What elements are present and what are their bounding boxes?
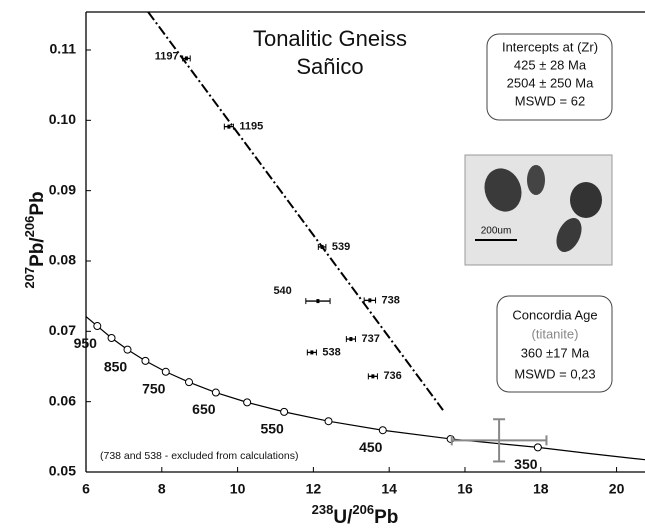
- chart-title: Tonalitic Gneiss: [253, 26, 407, 51]
- box-text: MSWD = 62: [515, 93, 585, 108]
- point-label: 738: [382, 294, 400, 306]
- axis-label-element: U/: [333, 507, 353, 528]
- age-label: 550: [260, 421, 284, 437]
- x-tick-label: 16: [457, 481, 473, 497]
- age-label: 650: [192, 401, 216, 417]
- y-tick-label: 0.09: [49, 181, 76, 197]
- x-tick-label: 12: [306, 481, 322, 497]
- y-tick-label: 0.08: [49, 252, 76, 268]
- point-label: 538: [322, 346, 340, 358]
- zircon-image: 200um: [464, 154, 613, 266]
- y-tick-label: 0.06: [49, 392, 76, 408]
- concordia-age-marker: [280, 407, 289, 416]
- axis-label-element: Pb: [374, 507, 398, 528]
- grain: [556, 218, 582, 252]
- age-label: 450: [359, 439, 383, 455]
- box-text: MSWD = 0,23: [514, 366, 595, 381]
- concordia-extension: [537, 446, 645, 461]
- x-tick-label: 14: [381, 481, 397, 497]
- age-label: 950: [74, 335, 98, 351]
- age-label: 350: [514, 456, 538, 472]
- box-text: (titanite): [532, 326, 579, 341]
- point-label: 736: [383, 370, 401, 382]
- point-label: 737: [361, 333, 379, 345]
- concordia-box: [496, 295, 613, 393]
- data-point: [368, 298, 372, 303]
- axis-label-mass: 206: [352, 502, 374, 517]
- point-label: 1197: [155, 50, 179, 62]
- note: (738 and 538 - excluded from calculation…: [100, 450, 298, 462]
- data-point: [184, 56, 188, 61]
- intercepts-box: [486, 33, 613, 121]
- concordia-age-marker: [211, 388, 220, 397]
- axis-label-element: Pb: [27, 191, 48, 215]
- box-text: 2504 ± 250 Ma: [507, 75, 594, 90]
- axis-label-element: Pb/: [27, 237, 48, 267]
- data-point: [316, 299, 320, 304]
- concordia-age-marker: [93, 322, 102, 331]
- axis-label-mass: 238: [312, 502, 334, 517]
- data-point: [349, 337, 353, 342]
- axis-label: 207Pb/206Pb: [22, 191, 48, 288]
- box-text: 360 ±17 Ma: [521, 345, 590, 360]
- concordia-age-marker: [378, 426, 387, 435]
- chart-title: Sañico: [296, 54, 363, 79]
- x-tick-label: 18: [533, 481, 549, 497]
- discordia-line: [147, 12, 444, 411]
- concordia-age-marker: [141, 356, 150, 365]
- concordia-age-marker: [161, 367, 170, 376]
- x-tick-label: 6: [82, 481, 90, 497]
- point-label: 1195: [239, 121, 263, 133]
- concordia-age-marker: [243, 398, 252, 407]
- x-tick-label: 20: [609, 481, 625, 497]
- axis-label-mass: 206: [22, 216, 37, 238]
- axis-label: 238U/206Pb: [312, 502, 399, 528]
- concordia-age-marker: [533, 443, 542, 452]
- y-tick-label: 0.07: [49, 322, 76, 338]
- grain: [484, 168, 522, 212]
- axis-label-mass: 207: [22, 267, 37, 289]
- grain: [527, 165, 545, 195]
- x-tick-label: 10: [230, 481, 246, 497]
- concordia-age-marker: [446, 434, 455, 443]
- data-point: [227, 124, 231, 129]
- data-point: [320, 244, 324, 249]
- y-tick-label: 0.10: [49, 111, 76, 127]
- y-tick-label: 0.05: [49, 463, 76, 479]
- point-label: 539: [332, 241, 350, 253]
- point-label: 540: [273, 285, 291, 297]
- data-point: [310, 350, 314, 355]
- age-label: 850: [104, 358, 128, 374]
- data-point: [371, 374, 375, 379]
- scale-label: 200um: [481, 226, 512, 237]
- concordia-age-marker: [123, 345, 132, 354]
- x-tick-label: 8: [158, 481, 166, 497]
- box-text: Intercepts at (Zr): [502, 39, 598, 54]
- box-text: 425 ± 28 Ma: [514, 57, 587, 72]
- grain: [570, 182, 602, 218]
- box-text: Concordia Age: [512, 307, 597, 322]
- concordia-age-marker: [324, 417, 333, 426]
- age-label: 750: [142, 380, 166, 396]
- concordia-age-marker: [185, 378, 194, 387]
- y-tick-label: 0.11: [50, 41, 77, 57]
- concordia-age-marker: [107, 334, 116, 343]
